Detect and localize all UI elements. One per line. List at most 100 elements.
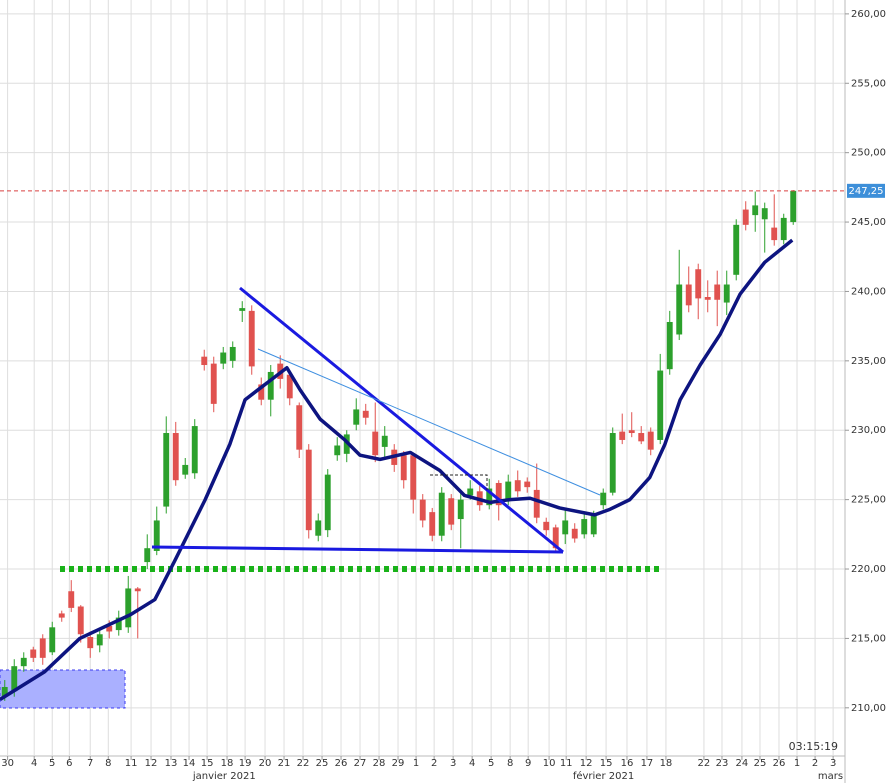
x-tick-label: 7 [87,758,93,769]
x-tick-label: 26 [773,758,786,769]
x-tick-label: 10 [543,758,556,769]
candle-body [30,649,37,658]
x-tick-label: 3 [830,758,836,769]
candle-body [1,686,8,697]
candle-body [239,308,246,311]
x-tick-label: 29 [392,758,405,769]
candle-body [742,209,749,225]
candle-body [229,346,236,361]
candle-body [39,638,46,658]
candle-body [296,405,303,450]
last-price-box [847,183,885,198]
candle-body [163,433,170,507]
candle-body [87,637,94,649]
candle-body [438,492,445,536]
x-tick-label: 22 [698,758,711,769]
x-tick-label: 30 [1,758,14,769]
y-tick-label: 250,00 [851,148,886,159]
candle-body [714,284,721,300]
x-tick-label: 25 [754,758,767,769]
y-tick-label: 220,00 [851,564,886,575]
candle-body [780,217,787,241]
y-tick-label: 245,00 [851,217,886,228]
candle-body [733,224,740,275]
candle-body [362,410,369,418]
candle-body [752,205,759,216]
x-tick-label: 9 [525,758,531,769]
candle-body [115,617,122,631]
x-tick-label: 27 [354,758,367,769]
moving-average [0,238,794,701]
y-tick-label: 235,00 [851,356,886,367]
candle-body [153,520,160,551]
candle-body [372,431,379,456]
candle-body [790,190,797,223]
candle-body [49,627,56,653]
candle-body [286,374,293,399]
candle-body [600,492,607,506]
x-tick-label: 6 [66,758,72,769]
candle-body [514,480,521,492]
x-tick-label: 12 [580,758,593,769]
candle-body [571,528,578,539]
y-tick-label: 210,00 [851,703,886,714]
month-label: février 2021 [573,770,634,782]
candle-body [543,521,550,531]
highlight-zone [0,669,126,709]
candle-body [628,430,635,434]
clock: 03:15:19 [789,740,838,753]
y-tick-label: 255,00 [851,78,886,89]
x-tick-label: 16 [621,758,634,769]
candle-body [457,499,464,520]
candle-body [533,489,540,518]
x-tick-label: 11 [125,758,138,769]
x-tick-label: 19 [239,758,252,769]
x-tick-label: 18 [221,758,234,769]
x-tick-label: 5 [49,758,55,769]
y-tick-label: 240,00 [851,286,886,297]
x-tick-label: 13 [165,758,178,769]
month-labels: janvier 2021 février 2021 mars 20 [192,770,845,782]
x-tick-label: 3 [450,758,456,769]
x-tick-label: 15 [201,758,214,769]
y-tick-label: 260,00 [851,9,886,20]
candle-body [448,498,455,525]
trend-line-thin [257,348,601,496]
candle-body [106,625,113,632]
trend-line [151,545,564,554]
x-tick-label: 23 [716,758,729,769]
candle-body [676,284,683,335]
candle-body [771,227,778,241]
candle-body [11,666,18,692]
candle-body [666,321,673,370]
candle-body [505,481,512,500]
x-tick-label: 5 [488,758,494,769]
candle-body [305,449,312,531]
candle-body [410,455,417,500]
candle-body [467,488,474,496]
candle-body [419,499,426,521]
candle-body [552,527,559,549]
candles [1,190,797,701]
x-tick-label: 1 [794,758,800,769]
candle-body [210,363,217,404]
dashed-marker [430,474,488,490]
candle-body [125,588,132,628]
candle-body [685,284,692,306]
candle-body [96,634,103,646]
x-tick-label: 8 [507,758,513,769]
x-tick-label: 26 [335,758,348,769]
candle-body [20,657,27,667]
x-tick-label: 11 [560,758,573,769]
candle-body [58,613,65,618]
candle-body [486,488,493,506]
candle-body [172,433,179,481]
x-tick-label: 8 [105,758,111,769]
x-tick-label: 2 [812,758,818,769]
candle-body [267,371,274,400]
y-tick-label: 215,00 [851,633,886,644]
candle-body [657,370,664,440]
last-price-label: 247,25 [849,186,884,197]
x-tick-label: 22 [297,758,310,769]
